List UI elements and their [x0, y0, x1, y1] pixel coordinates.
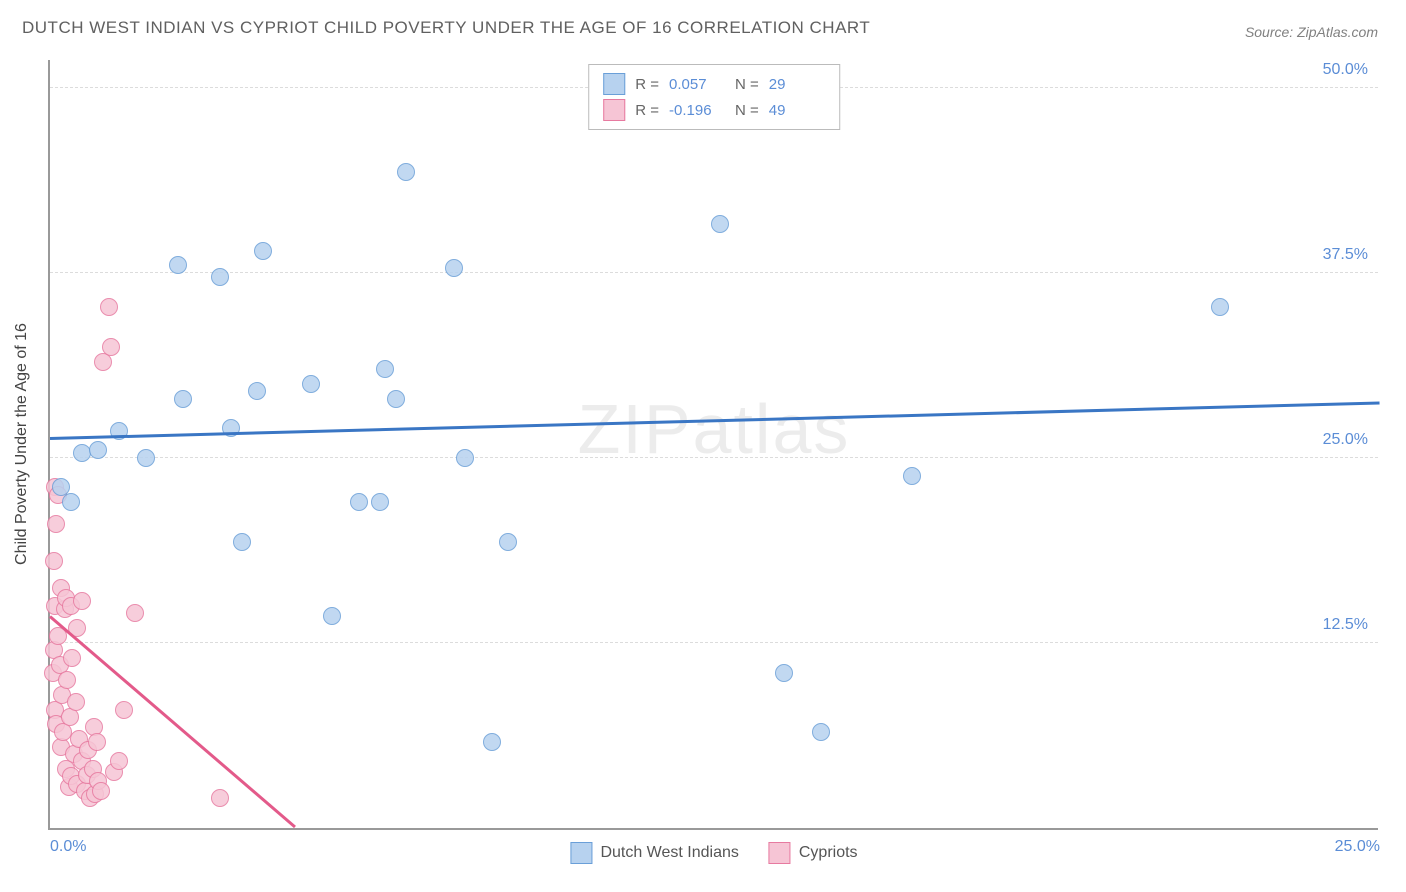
y-axis-label: Child Poverty Under the Age of 16 — [13, 323, 31, 565]
data-point — [174, 390, 192, 408]
data-point — [254, 242, 272, 260]
data-point — [1211, 298, 1229, 316]
data-point — [115, 701, 133, 719]
data-point — [137, 449, 155, 467]
r-label: R = — [635, 76, 659, 93]
data-point — [233, 533, 251, 551]
n-label: N = — [735, 102, 759, 119]
series-legend: Dutch West Indians Cypriots — [570, 842, 857, 864]
data-point — [169, 256, 187, 274]
data-point — [126, 604, 144, 622]
ytick-label: 12.5% — [1323, 616, 1368, 634]
data-point — [58, 671, 76, 689]
n-value-1: 29 — [769, 76, 825, 93]
legend-item-2: Cypriots — [769, 842, 858, 864]
data-point — [499, 533, 517, 551]
data-point — [903, 467, 921, 485]
swatch-series-2 — [603, 99, 625, 121]
data-point — [63, 649, 81, 667]
data-point — [483, 733, 501, 751]
ytick-label: 50.0% — [1323, 61, 1368, 79]
data-point — [445, 259, 463, 277]
data-point — [456, 449, 474, 467]
data-point — [775, 664, 793, 682]
stats-legend: R = 0.057 N = 29 R = -0.196 N = 49 — [588, 64, 840, 130]
plot-area: Child Poverty Under the Age of 16 ZIPatl… — [48, 60, 1378, 830]
r-value-1: 0.057 — [669, 76, 725, 93]
data-point — [45, 552, 63, 570]
legend-label-1: Dutch West Indians — [600, 844, 738, 862]
swatch-icon — [570, 842, 592, 864]
data-point — [387, 390, 405, 408]
data-point — [711, 215, 729, 233]
stats-row-1: R = 0.057 N = 29 — [603, 71, 825, 97]
gridline — [50, 457, 1378, 458]
data-point — [211, 268, 229, 286]
stats-row-2: R = -0.196 N = 49 — [603, 97, 825, 123]
data-point — [62, 493, 80, 511]
data-point — [47, 515, 65, 533]
data-point — [67, 693, 85, 711]
n-value-2: 49 — [769, 102, 825, 119]
data-point — [88, 733, 106, 751]
data-point — [73, 592, 91, 610]
r-value-2: -0.196 — [669, 102, 725, 119]
data-point — [100, 298, 118, 316]
data-point — [350, 493, 368, 511]
data-point — [102, 338, 120, 356]
data-point — [89, 441, 107, 459]
swatch-series-1 — [603, 73, 625, 95]
data-point — [302, 375, 320, 393]
gridline — [50, 272, 1378, 273]
gridline — [50, 642, 1378, 643]
n-label: N = — [735, 76, 759, 93]
data-point — [110, 752, 128, 770]
data-point — [812, 723, 830, 741]
legend-label-2: Cypriots — [799, 844, 858, 862]
source-attribution: Source: ZipAtlas.com — [1245, 24, 1378, 40]
data-point — [92, 782, 110, 800]
trend-line — [50, 402, 1380, 441]
xtick-label: 25.0% — [1335, 838, 1380, 856]
data-point — [323, 607, 341, 625]
ytick-label: 37.5% — [1323, 246, 1368, 264]
legend-item-1: Dutch West Indians — [570, 842, 738, 864]
xtick-label: 0.0% — [50, 838, 86, 856]
ytick-label: 25.0% — [1323, 431, 1368, 449]
data-point — [397, 163, 415, 181]
data-point — [211, 789, 229, 807]
data-point — [376, 360, 394, 378]
chart-title: DUTCH WEST INDIAN VS CYPRIOT CHILD POVER… — [22, 18, 870, 38]
r-label: R = — [635, 102, 659, 119]
data-point — [248, 382, 266, 400]
swatch-icon — [769, 842, 791, 864]
data-point — [371, 493, 389, 511]
